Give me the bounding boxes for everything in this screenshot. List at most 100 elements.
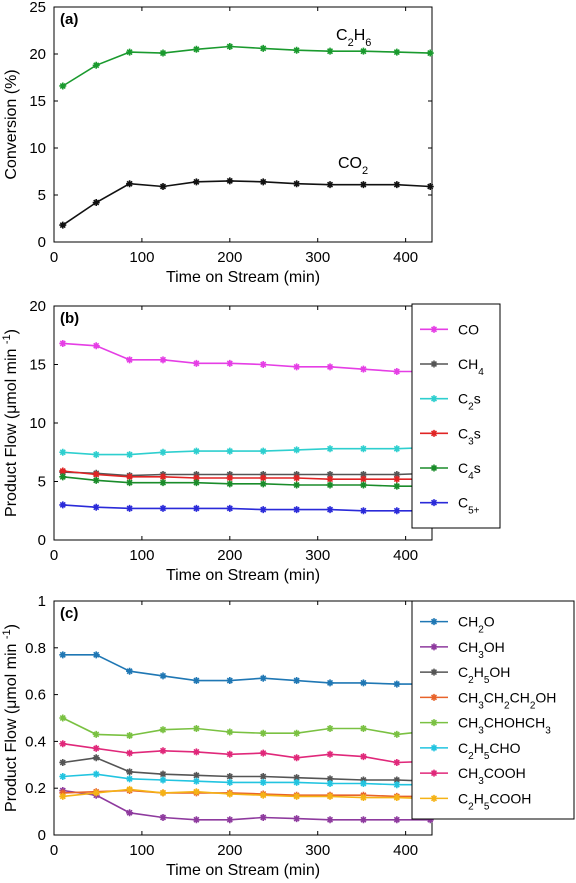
data-point (359, 753, 367, 761)
data-point (159, 504, 167, 512)
y-tick-label: 0 (38, 234, 46, 251)
x-tick-label: 400 (393, 547, 418, 564)
data-point (226, 778, 234, 786)
data-point (359, 816, 367, 824)
series-c2h5cooh (59, 785, 434, 803)
series-line (62, 756, 431, 782)
data-point (92, 503, 100, 511)
data-point (192, 474, 200, 482)
data-point (59, 82, 67, 90)
data-point (92, 470, 100, 478)
y-tick-label: 0.6 (25, 687, 46, 704)
data-point (326, 47, 334, 55)
data-point (359, 679, 367, 687)
legend-marker (430, 643, 438, 651)
data-point (92, 754, 100, 762)
data-point (393, 445, 401, 453)
data-point (426, 816, 434, 824)
x-tick-label: 100 (129, 547, 154, 564)
legend-entry: CH3OH (458, 639, 505, 661)
data-point (359, 365, 367, 373)
data-point (59, 789, 67, 797)
series-line (62, 471, 431, 477)
data-point (126, 48, 134, 56)
data-point (226, 816, 234, 824)
x-tick-label: 100 (129, 842, 154, 859)
data-point (326, 750, 334, 758)
legend-entry: CH3COOH (458, 765, 526, 787)
legend-entry: C2H5OH (458, 664, 510, 686)
data-point (326, 725, 334, 733)
data-point (326, 363, 334, 371)
y-tick-label: 0 (38, 827, 46, 844)
data-point (159, 776, 167, 784)
x-tick-label: 300 (305, 547, 330, 564)
y-tick-label: 15 (29, 357, 46, 374)
data-point (259, 813, 267, 821)
x-tick-label: 0 (50, 842, 58, 859)
legend-marker (430, 693, 438, 701)
data-point (259, 729, 267, 737)
legend-entry: C3s (458, 425, 481, 447)
legend-marker (430, 618, 438, 626)
data-point (393, 482, 401, 490)
legend-marker (430, 668, 438, 676)
series-co2 (59, 177, 434, 229)
data-point (226, 474, 234, 482)
data-point (293, 470, 301, 478)
data-point (159, 672, 167, 680)
data-point (126, 451, 134, 459)
y-tick-label: 0.4 (25, 733, 46, 750)
data-point (92, 789, 100, 797)
data-point (326, 445, 334, 453)
data-point (259, 749, 267, 757)
data-point (126, 356, 134, 364)
legend-entry: C2H5COOH (458, 790, 531, 812)
data-point (159, 726, 167, 734)
data-point (192, 178, 200, 186)
y-tick-label: 10 (29, 415, 46, 432)
plot-area (53, 6, 433, 243)
data-point (359, 794, 367, 802)
legend: CH2O CH3OH C2H5OH CH3CH2CH2OH CH3CHOHCH3 C2H5… (411, 600, 575, 820)
y-tick-label: 0 (38, 532, 46, 549)
series-line (62, 789, 431, 821)
data-point (226, 504, 234, 512)
series-line (62, 504, 431, 512)
legend-marker (430, 499, 438, 507)
data-point (92, 730, 100, 738)
x-tick-label: 0 (50, 547, 58, 564)
data-point (293, 481, 301, 489)
legend-marker (430, 464, 438, 472)
data-point (126, 473, 134, 481)
series-line (62, 476, 431, 488)
data-point (326, 780, 334, 788)
y-tick-label: 0.2 (25, 780, 46, 797)
data-point (293, 506, 301, 514)
data-point (259, 480, 267, 488)
data-point (192, 777, 200, 785)
data-point (192, 359, 200, 367)
data-point (326, 181, 334, 189)
data-point (293, 677, 301, 685)
data-point (326, 470, 334, 478)
data-point (359, 445, 367, 453)
y-tick-label: 5 (38, 474, 46, 491)
panel-a: 0 100 200 300 400 0 5 10 15 20 25 Time on Stream (m… (3, 0, 434, 286)
data-point (126, 180, 134, 188)
series-label: CO2 (338, 155, 368, 177)
legend-entry: CH3CHOHCH3 (458, 715, 551, 737)
data-point (393, 794, 401, 802)
panel-label: (c) (60, 605, 78, 622)
panel-label: (b) (60, 310, 79, 327)
data-point (192, 677, 200, 685)
data-point (226, 773, 234, 780)
data-point (59, 651, 67, 659)
x-tick-label: 300 (305, 249, 330, 266)
data-point (126, 809, 134, 817)
data-point (393, 776, 401, 784)
data-point (92, 61, 100, 69)
data-point (259, 791, 267, 799)
data-point (92, 651, 100, 659)
series-label: C2H6 (336, 27, 371, 49)
